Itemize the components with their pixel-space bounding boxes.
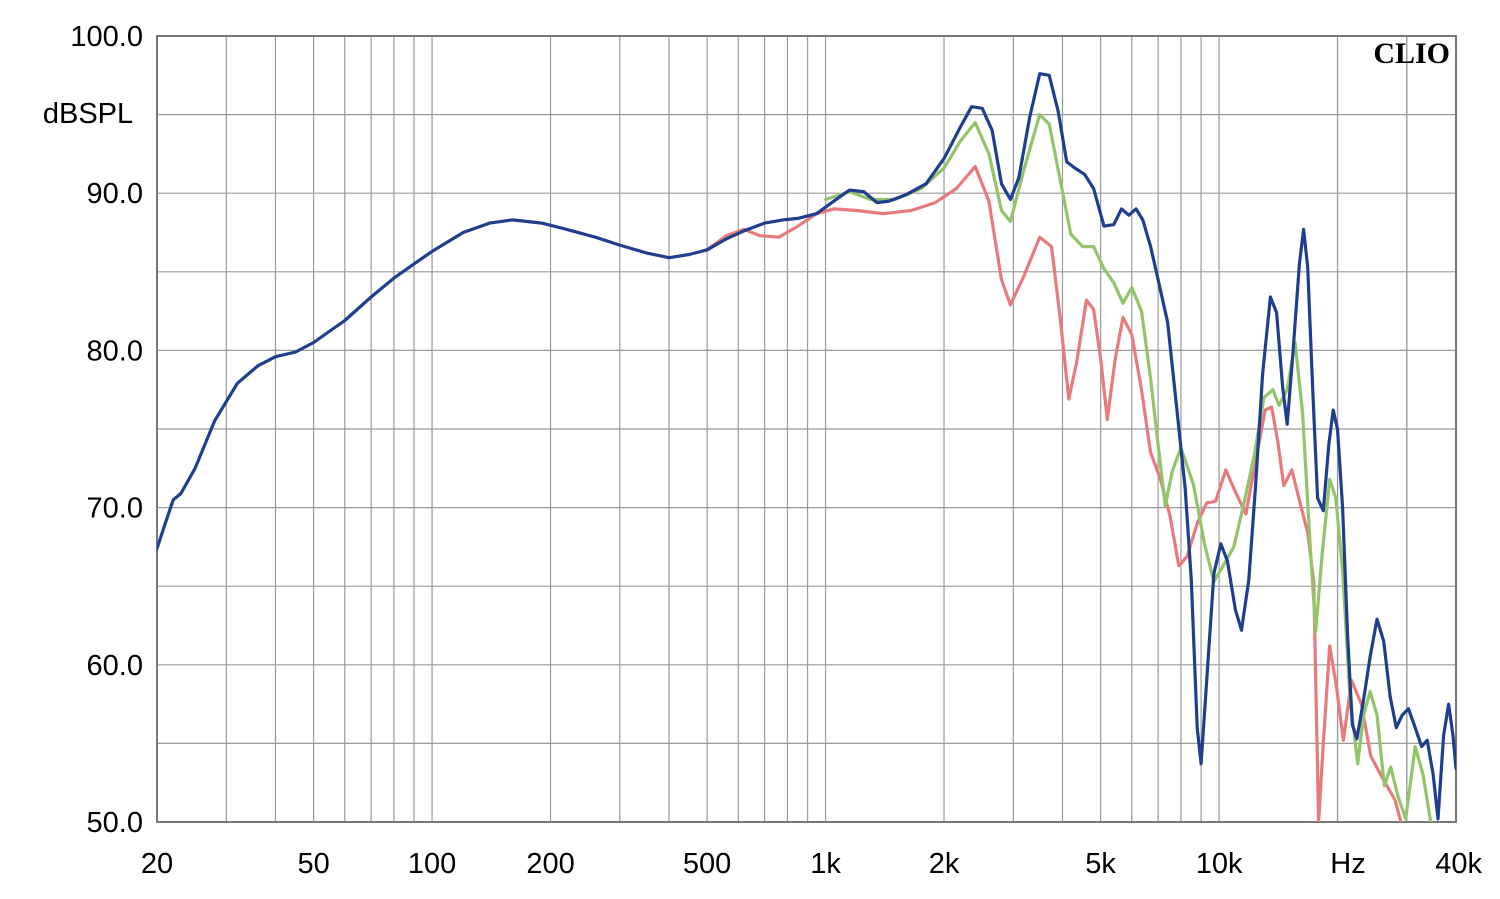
brand-logo: CLIO [1373, 37, 1450, 70]
x-axis-unit-label: Hz [1330, 848, 1365, 880]
series-line-1 [705, 164, 1403, 822]
series-group [157, 72, 1456, 822]
x-tick-label: 20 [141, 848, 173, 880]
series-line-2 [824, 113, 1433, 822]
y-axis-label: dBSPL [43, 98, 133, 130]
y-tick-label: 80.0 [87, 335, 143, 367]
x-tick-label: 2k [929, 848, 960, 880]
x-tick-label: 5k [1085, 848, 1116, 880]
y-tick-label: 90.0 [87, 178, 143, 210]
x-tick-label: 50 [297, 848, 329, 880]
x-tick-label: 100 [408, 848, 456, 880]
y-tick-label: 60.0 [87, 650, 143, 682]
x-tick-label: 200 [526, 848, 574, 880]
x-tick-label: 10k [1196, 848, 1243, 880]
y-tick-labels: 100.0 90.0 80.0 70.0 60.0 50.0 [70, 21, 143, 839]
x-tick-label: 500 [683, 848, 731, 880]
grid [157, 36, 1456, 822]
y-tick-label: 50.0 [87, 807, 143, 839]
series-line-3 [157, 72, 1456, 821]
plot-frame [156, 35, 1457, 823]
y-tick-label: 70.0 [87, 493, 143, 525]
x-tick-labels: 20 50 100 200 500 1k 2k 5k 10k 40k [141, 848, 1483, 880]
y-tick-label: 100.0 [70, 21, 143, 53]
x-tick-label: 40k [1435, 848, 1482, 880]
x-tick-label: 1k [810, 848, 841, 880]
plot-border [156, 35, 1457, 823]
